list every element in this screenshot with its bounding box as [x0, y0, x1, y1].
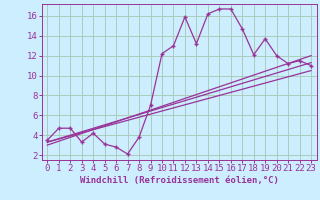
X-axis label: Windchill (Refroidissement éolien,°C): Windchill (Refroidissement éolien,°C)	[80, 176, 279, 185]
